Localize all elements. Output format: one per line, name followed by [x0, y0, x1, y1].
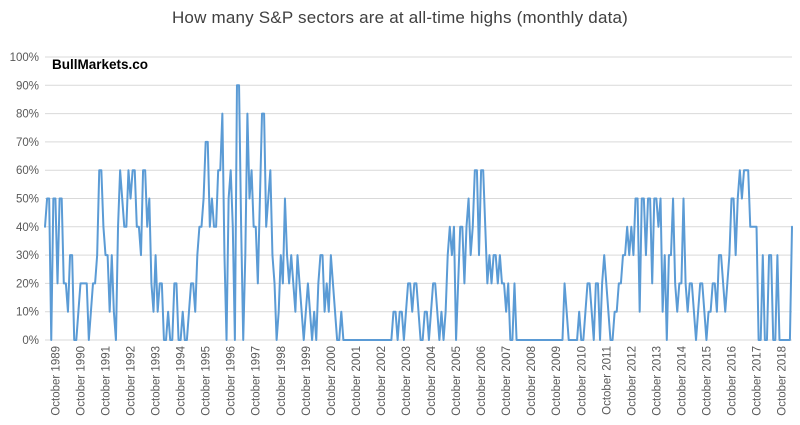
x-axis-tick-label: October 2006 [476, 346, 488, 416]
x-axis-tick-label: October 2015 [701, 346, 713, 416]
x-axis-tick-label: October 1993 [151, 346, 163, 416]
x-axis-tick-label: October 1995 [201, 346, 213, 416]
x-axis-tick-label: October 2002 [376, 346, 388, 416]
data-series-line [44, 84, 793, 341]
y-axis-tick-label: 100% [10, 52, 39, 64]
x-axis-tick-label: October 2008 [526, 346, 538, 416]
y-axis-tick-label: 70% [16, 137, 39, 149]
y-axis-tick-label: 0% [22, 335, 39, 347]
x-axis-tick-label: October 2011 [601, 346, 613, 415]
x-axis-tick-label: October 1989 [50, 346, 62, 416]
x-axis-tick-label: October 1996 [226, 346, 238, 416]
y-axis-tick-label: 40% [16, 222, 39, 234]
x-axis-tick-label: October 2007 [501, 346, 513, 416]
x-axis-tick-label: October 2014 [676, 345, 688, 415]
x-axis-tick-label: October 2009 [551, 346, 563, 416]
x-axis-tick-label: October 2000 [326, 346, 338, 416]
x-axis-tick-label: October 2010 [576, 346, 588, 416]
y-axis-tick-label: 30% [16, 250, 39, 262]
x-axis-tick-label: October 2001 [351, 346, 363, 416]
x-axis-tick-label: October 2003 [401, 346, 413, 416]
x-axis-tick-label: October 2012 [626, 346, 638, 416]
x-axis-tick-label: October 2013 [651, 346, 663, 416]
chart-title: How many S&P sectors are at all-time hig… [171, 8, 629, 27]
x-axis-tick-label: October 2004 [426, 345, 438, 415]
x-axis-tick-label: October 1992 [126, 346, 138, 416]
x-axis-tick-label: October 1998 [276, 346, 288, 416]
y-axis-tick-label: 10% [16, 307, 39, 319]
y-axis-tick-label: 80% [16, 109, 39, 121]
watermark-bullmarkets: BullMarkets.co [52, 57, 149, 72]
x-axis-tick-label: October 1999 [301, 346, 313, 416]
x-axis-tick-label: October 1997 [251, 346, 263, 416]
y-axis-tick-label: 20% [16, 278, 39, 290]
y-axis-tick-label: 90% [16, 80, 39, 92]
x-axis-tick-label: October 1990 [75, 346, 87, 416]
x-axis-tick-label: October 2018 [777, 346, 789, 416]
x-axis-tick-label: October 1991 [101, 346, 113, 416]
y-axis-tick-label: 60% [16, 165, 39, 177]
x-axis-tick-label: October 2005 [451, 346, 463, 416]
x-axis-tick-label: October 2017 [752, 346, 764, 416]
x-axis-tick-label: October 2016 [726, 346, 738, 416]
x-axis-tick-label: October 1994 [176, 345, 188, 415]
y-axis-tick-label: 50% [16, 194, 39, 206]
